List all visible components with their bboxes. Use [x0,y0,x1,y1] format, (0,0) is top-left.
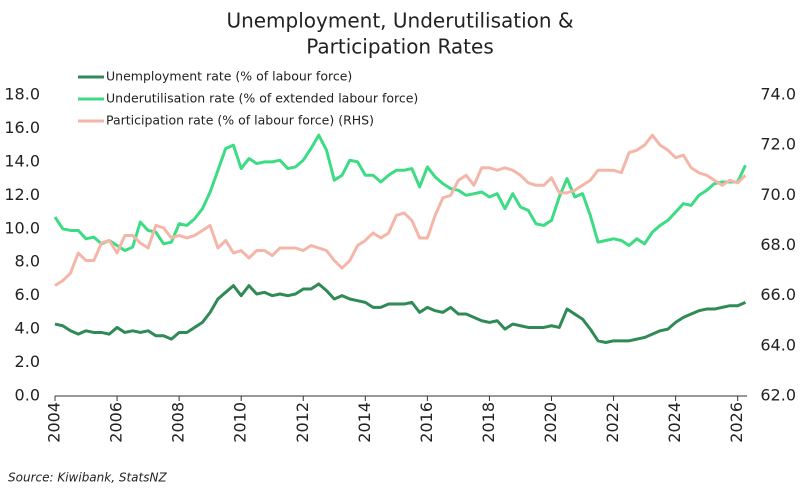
y-tick-label: 0.0 [15,386,40,405]
y2-tick-label: 66.0 [760,285,796,304]
y2-tick-label: 70.0 [760,185,796,204]
series-line [54,133,747,287]
legend-label: Participation rate (% of labour force) (… [106,113,374,128]
y-tick-label: 4.0 [15,319,40,338]
y2-tick-label: 72.0 [760,135,796,154]
y-tick-label: 14.0 [4,151,40,170]
x-tick-label: 2010 [231,402,250,443]
y2-tick-label: 64.0 [760,335,796,354]
x-tick-label: 2006 [107,402,126,443]
y2-tick-label: 74.0 [760,85,796,104]
chart-title-line: Unemployment, Underutilisation & [226,9,573,33]
chart-title-line: Participation Rates [306,35,494,59]
source-note: Source: Kiwibank, StatsNZ [8,471,167,485]
x-tick-label: 2004 [45,402,64,443]
y-tick-label: 2.0 [15,352,40,371]
x-tick-label: 2022 [603,402,622,443]
y-tick-label: 16.0 [4,118,40,137]
y-tick-label: 8.0 [15,252,40,271]
series-line [53,133,747,253]
x-tick-label: 2024 [665,402,684,443]
legend-label: Unemployment rate (% of labour force) [106,69,352,84]
series-line [54,282,747,344]
x-tick-label: 2018 [479,402,498,443]
y-tick-label: 18.0 [4,85,40,104]
y2-tick-label: 62.0 [760,386,796,405]
x-tick-label: 2014 [355,402,374,443]
x-tick-label: 2016 [417,402,436,443]
y-tick-label: 12.0 [4,185,40,204]
y-tick-label: 10.0 [4,218,40,237]
y2-tick-label: 68.0 [760,235,796,254]
x-tick-label: 2008 [169,402,188,443]
x-tick-label: 2020 [541,402,560,443]
y-tick-label: 6.0 [15,285,40,304]
x-tick-label: 2026 [727,402,746,443]
legend-label: Underutilisation rate (% of extended lab… [106,91,418,106]
x-tick-label: 2012 [293,402,312,443]
